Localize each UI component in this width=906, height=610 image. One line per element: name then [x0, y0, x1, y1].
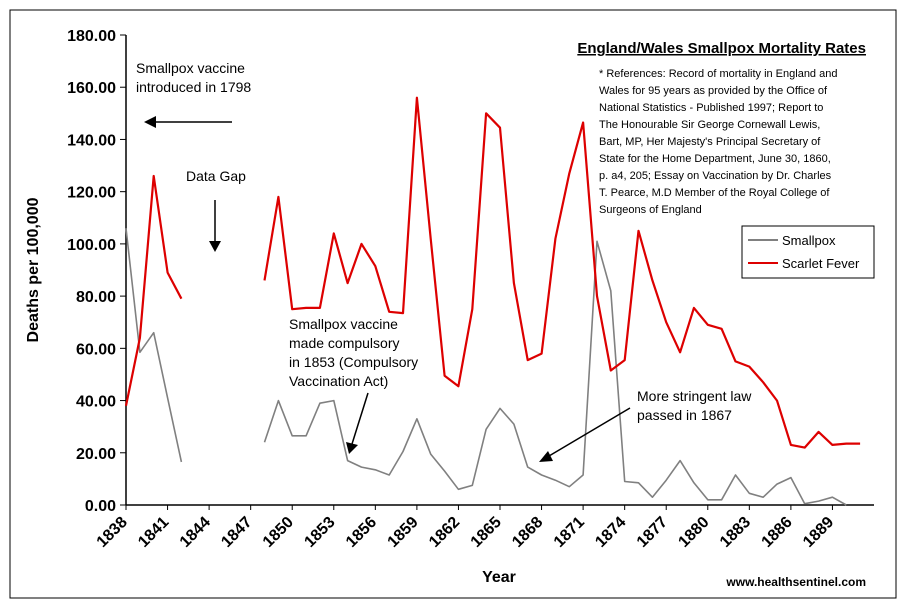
y-tick-label: 120.00 [67, 185, 116, 202]
legend-label-smallpox: Smallpox [782, 233, 836, 248]
reference-line: Wales for 95 years as provided by the Of… [599, 85, 828, 97]
chart-title: England/Wales Smallpox Mortality Rates [577, 40, 866, 57]
annotation-stringent: More stringent law passed in 1867 [637, 388, 752, 423]
series-line-scarlet-fever [124, 174, 183, 407]
references-block: * References: Record of mortality in Eng… [599, 68, 837, 216]
annotation-data-gap: Data Gap [186, 168, 246, 184]
reference-line: National Statistics - Published 1997; Re… [599, 102, 823, 114]
series-line-smallpox [125, 228, 183, 463]
annotation-vaccine-introduced: Smallpox vaccine introduced in 1798 [136, 60, 251, 95]
reference-line: The Honourable Sir George Cornewall Lewi… [599, 119, 820, 131]
reference-line: * References: Record of mortality in Eng… [599, 68, 837, 80]
y-tick-label: 160.00 [67, 80, 116, 97]
annotation-text: Vaccination Act) [289, 373, 388, 389]
legend-box [741, 225, 875, 279]
y-tick-label: 60.00 [76, 341, 116, 358]
annotation-text: Data Gap [186, 168, 246, 184]
reference-line: State for the Home Department, June 30, … [599, 153, 831, 165]
legend: Smallpox Scarlet Fever [741, 225, 875, 279]
arrowhead-vaccine-introduced [144, 116, 156, 128]
reference-line: T. Pearce, M.D Member of the Royal Colle… [599, 187, 830, 199]
arrowhead-stringent [539, 451, 553, 462]
chart-frame [9, 9, 897, 599]
annotation-text: in 1853 (Compulsory [289, 354, 418, 370]
y-tick-label: 140.00 [67, 132, 116, 149]
reference-line: Bart, MP, Her Majesty's Principal Secret… [599, 136, 821, 148]
annotation-text: passed in 1867 [637, 407, 732, 423]
annotations: Smallpox vaccine introduced in 1798 Data G… [136, 60, 752, 423]
series-scarlet-fever [124, 96, 861, 449]
y-tick-label: 0.00 [85, 498, 116, 515]
arrow-stringent [548, 407, 631, 457]
annotation-text: made compulsory [289, 335, 400, 351]
y-tick-label: 40.00 [76, 394, 116, 411]
x-axis-title: Year [482, 569, 516, 586]
arrowhead-data-gap [209, 241, 221, 252]
y-tick-label: 180.00 [67, 28, 116, 45]
y-tick-label: 80.00 [76, 289, 116, 306]
website-credit: www.healthsentinel.com [725, 575, 866, 589]
series-line-scarlet-fever [263, 96, 861, 449]
y-axis-title: Deaths per 100,000 [25, 197, 42, 342]
reference-line: Surgeons of England [599, 204, 702, 216]
series-line-smallpox [263, 240, 847, 506]
y-tick-label: 20.00 [76, 446, 116, 463]
series-lines [124, 96, 861, 506]
arrowhead-compulsory [346, 442, 358, 454]
annotation-text: introduced in 1798 [136, 79, 251, 95]
annotation-text: Smallpox vaccine [289, 316, 398, 332]
annotation-arrows [144, 116, 631, 462]
reference-line: p. a4, 205; Essay on Vaccination by Dr. … [599, 170, 832, 182]
series-smallpox [125, 228, 847, 506]
annotation-text: More stringent law [637, 388, 752, 404]
annotation-compulsory: Smallpox vaccine made compulsory in 1853 (… [289, 316, 418, 389]
axes [120, 34, 874, 510]
legend-label-scarlet-fever: Scarlet Fever [782, 256, 860, 271]
y-tick-label: 100.00 [67, 237, 116, 254]
annotation-text: Smallpox vaccine [136, 60, 245, 76]
arrow-compulsory [351, 392, 369, 445]
y-tick-labels: 0.00 20.00 40.00 60.00 80.00 100.00 120.00 140.… [67, 28, 116, 515]
